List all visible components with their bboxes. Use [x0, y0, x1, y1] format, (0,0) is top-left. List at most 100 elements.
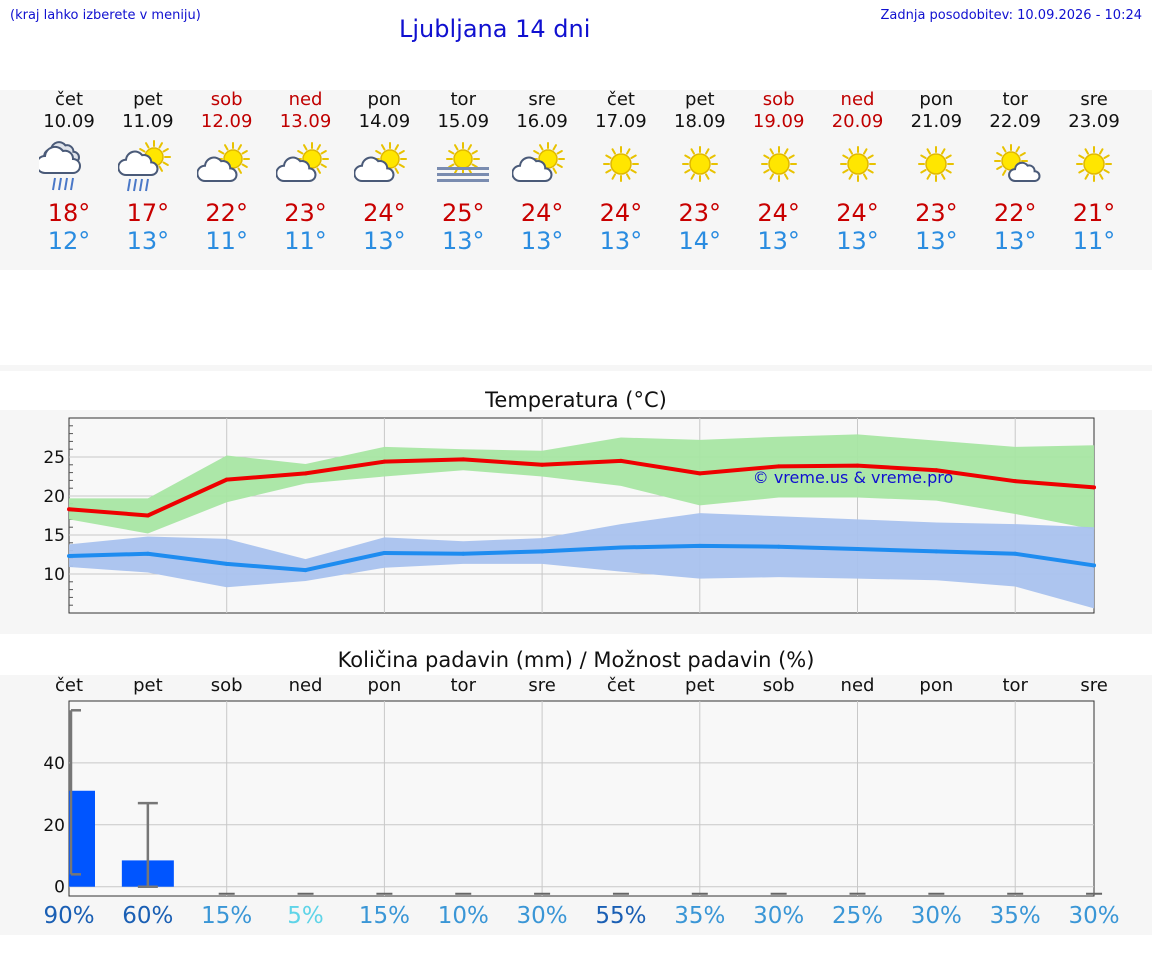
sun-small-cloud-icon [994, 144, 1041, 182]
min-temperature: 14° [678, 227, 722, 255]
sun-cloud-icon [512, 142, 566, 182]
max-temperature: 17° [126, 199, 170, 227]
min-temperature: 13° [520, 227, 564, 255]
precipitation-chance: 30% [910, 903, 962, 929]
daily-forecast-band [0, 90, 1152, 270]
day-date: 11.09 [122, 111, 174, 132]
max-temperature-range-band [69, 434, 1095, 534]
precipitation-chance: 15% [201, 903, 253, 929]
day-name: sre [528, 89, 556, 110]
precipitation-day-label: pon [919, 675, 954, 696]
day-date: 13.09 [279, 111, 332, 132]
min-temperature: 11° [205, 227, 248, 255]
sun-icon [760, 146, 797, 182]
max-temperature-point [224, 477, 229, 482]
y-tick-label: 20 [43, 487, 65, 507]
min-temperature: 13° [757, 227, 800, 255]
day-name: čet [606, 89, 635, 110]
precipitation-bar [69, 790, 95, 887]
sun-cloud-icon [275, 142, 329, 182]
precipitation-day-label: pet [133, 675, 163, 696]
day-date: 12.09 [200, 111, 253, 132]
precipitation-chance: 5% [287, 903, 324, 929]
max-temperature: 25° [441, 199, 485, 227]
sun-icon [681, 146, 718, 182]
day-forecast: čet 10.09 18° 12° [24, 89, 114, 255]
cloud-heavy-rain-icon [39, 141, 81, 191]
day-forecast: tor 15.09 25° 13° [418, 89, 508, 255]
min-temperature: 13° [363, 227, 406, 255]
min-temperature: 13° [599, 227, 643, 255]
max-temperature: 23° [284, 199, 327, 227]
precipitation-day-label: čet [606, 675, 635, 696]
temperature-chart-title: Temperatura (°C) [485, 388, 667, 412]
day-forecast: ned 20.09 24° 13° [813, 89, 903, 255]
precipitation-day-label: pet [685, 675, 715, 696]
day-date: 20.09 [831, 111, 884, 132]
day-forecast: sob 19.09 24° 13° [734, 89, 824, 255]
min-temperature-point [697, 543, 702, 548]
day-name: tor [450, 89, 476, 110]
precipitation-chart-title: Količina padavin (mm) / Možnost padavin … [337, 648, 815, 672]
max-temperature-point [934, 468, 939, 473]
day-date: 15.09 [437, 111, 490, 132]
day-name: sob [210, 89, 243, 110]
max-temperature-point [618, 458, 623, 463]
day-date: 10.09 [43, 111, 95, 132]
min-temperature: 11° [284, 227, 327, 255]
max-temperature: 22° [993, 199, 1037, 227]
max-temperature: 18° [47, 199, 91, 227]
y-tick-label: 10 [43, 565, 65, 585]
sun-cloud-rain-icon [117, 140, 171, 192]
precipitation-day-label: sob [762, 675, 795, 696]
min-temperature-point [461, 551, 466, 556]
min-temperature: 13° [836, 227, 879, 255]
day-forecast: sre 16.09 24° 13° [497, 89, 587, 255]
min-temperature: 13° [126, 227, 170, 255]
precipitation-chance: 30% [1068, 903, 1120, 929]
min-temperature-point [303, 568, 308, 573]
day-name: sob [762, 89, 795, 110]
max-temperature: 24° [520, 199, 564, 227]
min-temperature-point [382, 550, 387, 555]
precipitation-day-label: sob [210, 675, 243, 696]
precipitation-chance: 35% [674, 903, 726, 929]
max-temperature-point [697, 471, 702, 476]
last-update: Zadnja posodobitev: 10.09.2026 - 10:24 [880, 8, 1142, 23]
min-temperature: 13° [915, 227, 958, 255]
day-name: čet [54, 89, 84, 110]
max-temperature-point [461, 457, 466, 462]
day-name: ned [840, 89, 875, 110]
min-temperature: 13° [993, 227, 1037, 255]
day-date: 23.09 [1068, 111, 1120, 132]
day-date: 18.09 [674, 111, 726, 132]
max-temperature-point [540, 462, 545, 467]
sun-icon [918, 146, 955, 182]
day-date: 21.09 [910, 111, 963, 132]
sun-cloud-icon [354, 142, 408, 182]
precipitation-day-label: ned [840, 675, 875, 696]
day-forecast: pon 14.09 24° 13° [339, 89, 429, 255]
max-temperature: 24° [363, 199, 406, 227]
precipitation-chance: 30% [516, 903, 568, 929]
max-temperature: 23° [678, 199, 722, 227]
precipitation-day-labels: čet pet sob ned pon tor sre čet pet sob ned pon tor s… [0, 675, 1152, 699]
max-temperature-point [776, 464, 781, 469]
precipitation-chance: 10% [437, 903, 489, 929]
max-temperature: 24° [599, 199, 643, 227]
min-temperature-point [855, 547, 860, 552]
min-temperature-range-band [69, 513, 1095, 609]
max-temperature-point [303, 471, 308, 476]
y-tick-label: 15 [43, 526, 65, 546]
day-name: sre [1080, 89, 1108, 110]
precipitation-chart: 0 20 40 [43, 700, 1103, 898]
day-date: 19.09 [752, 111, 805, 132]
precipitation-chance: 35% [989, 903, 1041, 929]
min-temperature-point [1013, 551, 1018, 556]
min-temperature-point [776, 544, 781, 549]
max-temperature: 24° [836, 199, 879, 227]
precipitation-day-label: ned [288, 675, 323, 696]
max-temperature-point [382, 459, 387, 464]
precipitation-day-label: čet [54, 675, 84, 696]
day-date: 17.09 [595, 111, 647, 132]
